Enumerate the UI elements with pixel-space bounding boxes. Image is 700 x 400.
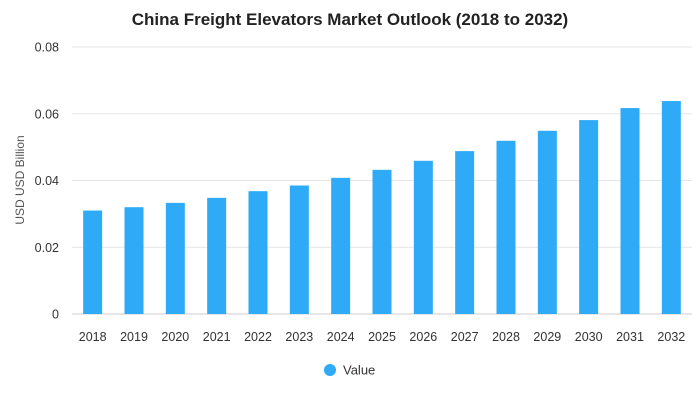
bar-2018[interactable] <box>83 210 103 314</box>
bar-2031[interactable] <box>620 108 640 314</box>
x-tick-label-2022: 2022 <box>244 330 272 344</box>
chart-title: China Freight Elevators Market Outlook (… <box>132 10 568 29</box>
x-tick-label-2030: 2030 <box>575 330 603 344</box>
y-tick-label: 0.02 <box>35 241 59 255</box>
bars-layer <box>83 101 681 314</box>
legend-swatch-value <box>324 364 336 376</box>
x-tick-label-2020: 2020 <box>161 330 189 344</box>
x-tick-label-2031: 2031 <box>616 330 644 344</box>
bar-2028[interactable] <box>496 140 516 314</box>
bar-2025[interactable] <box>372 169 392 314</box>
y-axis: 0 0.02 0.04 0.06 0.08 <box>35 41 59 322</box>
bar-2020[interactable] <box>165 202 185 314</box>
bar-2029[interactable] <box>537 130 557 314</box>
x-tick-label-2019: 2019 <box>120 330 148 344</box>
bar-2021[interactable] <box>207 197 227 314</box>
x-tick-label-2028: 2028 <box>492 330 520 344</box>
y-tick-label: 0.06 <box>35 107 59 121</box>
y-axis-title: USD USD Billion <box>13 135 27 224</box>
x-axis: 2018 2019 2020 2021 2022 2023 2024 2025 2026 2027… <box>79 330 686 344</box>
x-tick-label-2029: 2029 <box>533 330 561 344</box>
bar-2026[interactable] <box>413 160 433 314</box>
bar-2032[interactable] <box>661 101 681 314</box>
x-tick-label-2023: 2023 <box>285 330 313 344</box>
legend-label-value: Value <box>343 363 375 378</box>
bar-2024[interactable] <box>331 177 351 314</box>
x-tick-label-2032: 2032 <box>657 330 685 344</box>
x-tick-label-2026: 2026 <box>409 330 437 344</box>
bar-2022[interactable] <box>248 191 268 314</box>
x-tick-label-2021: 2021 <box>203 330 231 344</box>
x-tick-label-2018: 2018 <box>79 330 107 344</box>
legend: Value <box>324 363 375 378</box>
x-tick-label-2027: 2027 <box>451 330 479 344</box>
bar-2030[interactable] <box>579 120 599 314</box>
x-tick-label-2025: 2025 <box>368 330 396 344</box>
x-tick-label-2024: 2024 <box>327 330 355 344</box>
bar-2023[interactable] <box>289 185 309 314</box>
bar-2027[interactable] <box>455 151 475 314</box>
bar-2019[interactable] <box>124 207 144 314</box>
y-tick-label: 0.08 <box>35 41 59 55</box>
y-tick-label: 0.04 <box>35 174 59 188</box>
y-tick-label: 0 <box>52 308 59 322</box>
